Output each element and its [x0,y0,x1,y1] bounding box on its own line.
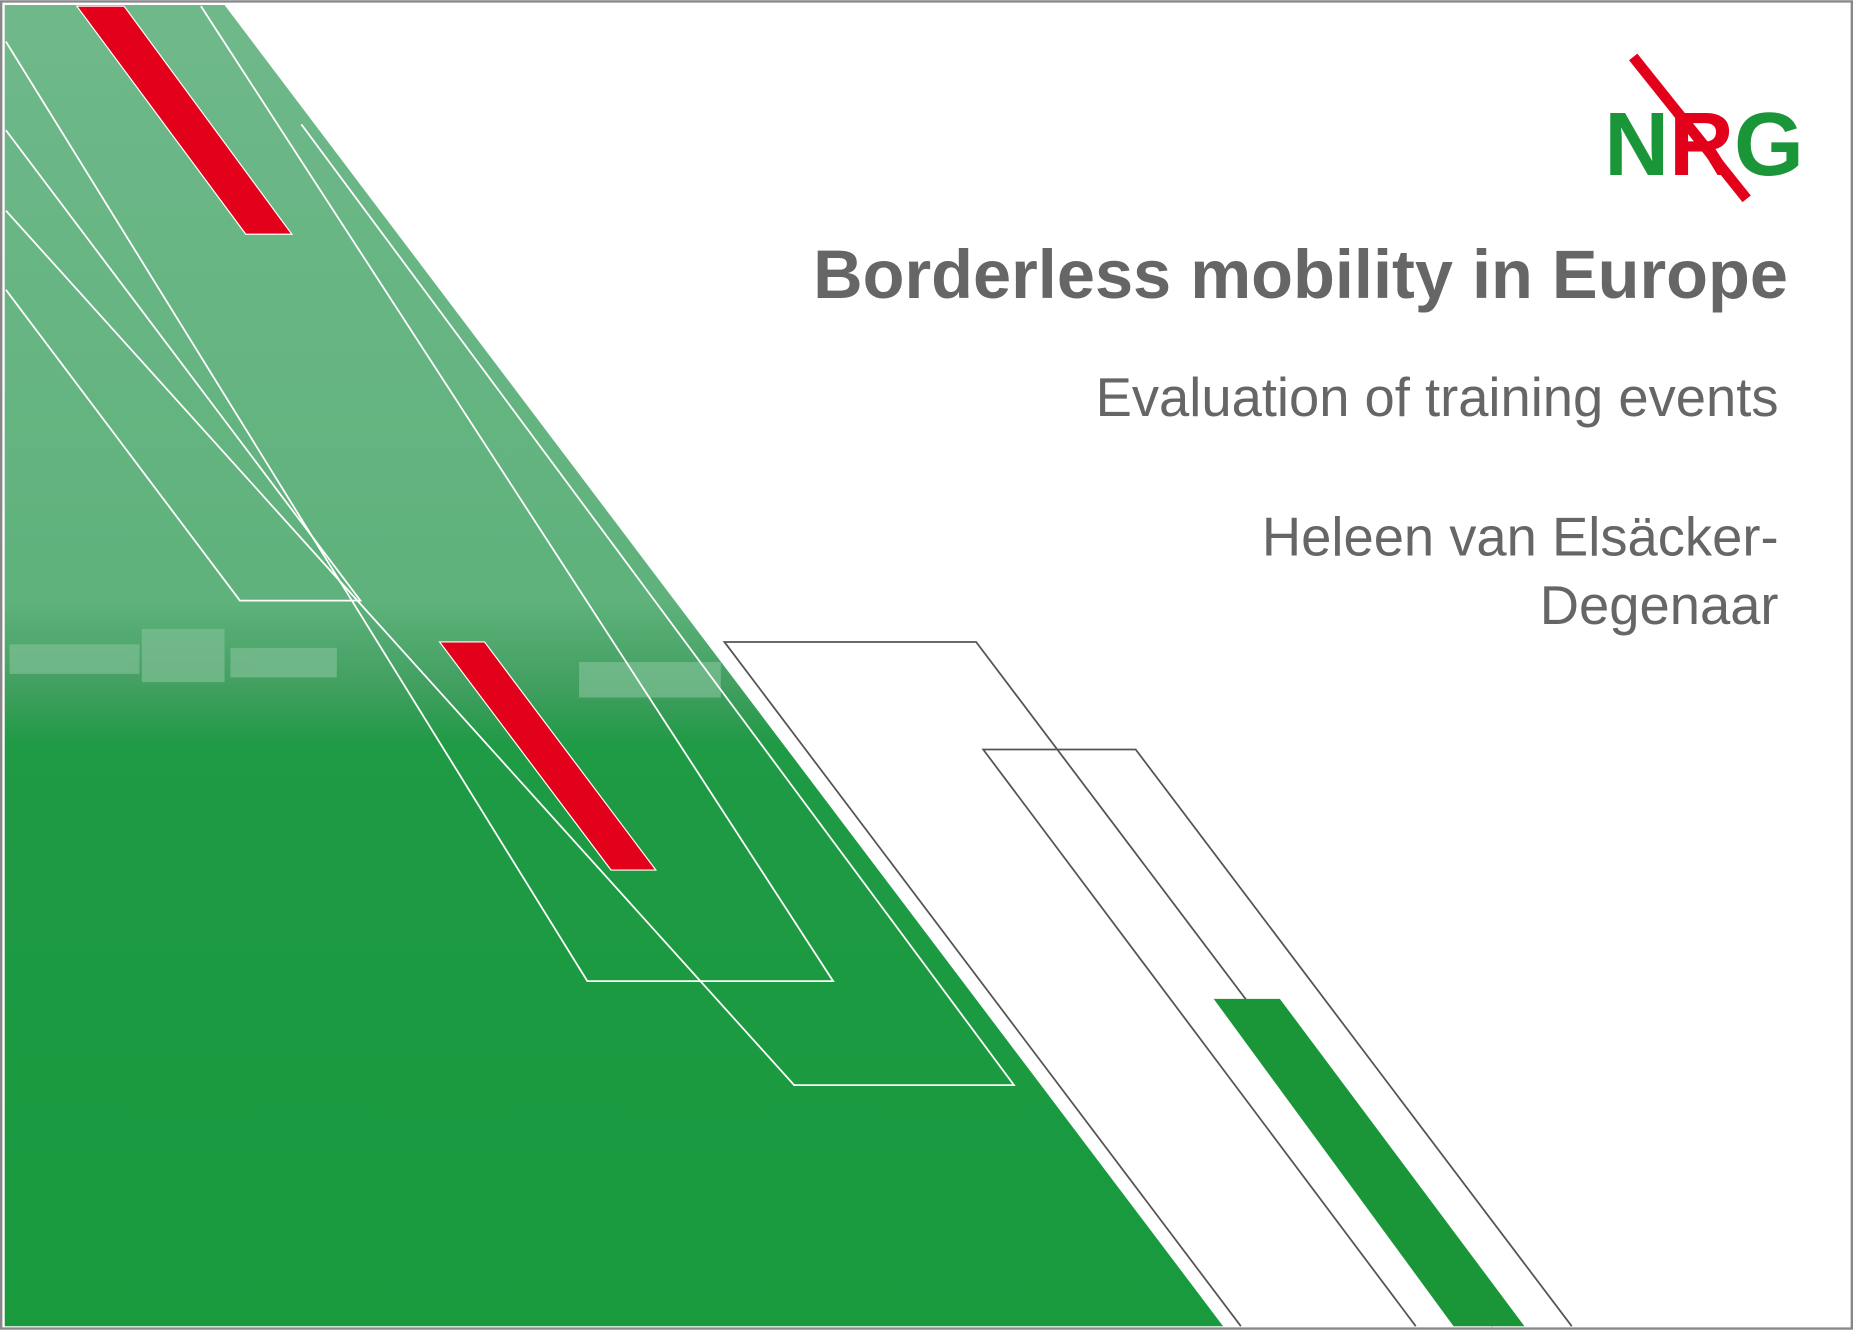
page: {"slide": {"logo": "NRG", "title": "Bord… [0,0,1853,1330]
author-line: Degenaar [1540,575,1779,636]
title: Borderless mobility in Europe [813,236,1788,313]
slide: NRG Borderless mobility in Europe Evalua… [0,0,1853,1330]
logo-letter: G [1734,95,1804,195]
author-line: Heleen van Elsäcker- [1262,507,1779,568]
logo-letter: N [1604,95,1669,195]
logo-text: NRG [1604,95,1804,195]
logo-letter: R [1669,95,1734,195]
subtitle: Evaluation of training events [1096,367,1779,428]
